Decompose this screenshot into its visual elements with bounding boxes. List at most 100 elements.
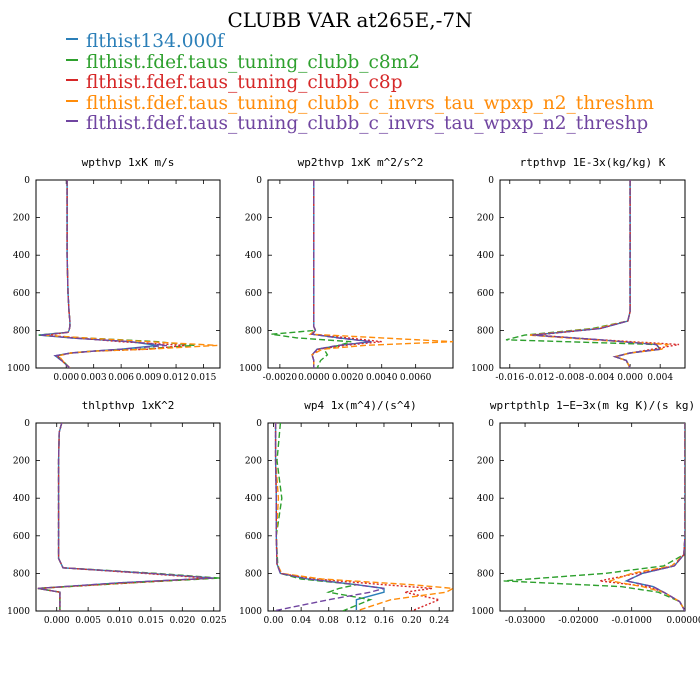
y-tick-label: 400 xyxy=(13,494,30,504)
y-tick-label: 400 xyxy=(245,251,262,261)
y-tick-label: 1000 xyxy=(471,364,494,374)
y-tick-label: 800 xyxy=(477,569,494,579)
y-tick-label: 400 xyxy=(245,494,262,504)
y-tick-label: 0 xyxy=(256,419,262,429)
legend-label: flthist.fdef.taus_tuning_clubb_c_invrs_t… xyxy=(86,92,654,114)
x-tick-label: 0.0020 xyxy=(332,373,364,383)
x-tick-label: -0.0020 xyxy=(263,373,298,383)
x-tick-label: 0.005 xyxy=(75,616,101,626)
y-tick-label: 0 xyxy=(24,176,30,186)
y-tick-label: 200 xyxy=(245,457,262,467)
legend: flthist134.000f flthist.fdef.taus_tuning… xyxy=(66,31,654,135)
y-tick-label: 400 xyxy=(477,494,494,504)
x-tick-label: -0.012 xyxy=(525,373,554,383)
x-tick-label: 0.00 xyxy=(263,616,283,626)
y-tick-label: 200 xyxy=(13,457,30,467)
panel-title: wp4 1x(m^4)/(s^4) xyxy=(304,399,417,412)
plot-frame xyxy=(35,179,221,369)
y-tick-label: 800 xyxy=(13,569,30,579)
x-tick-label: 0.006 xyxy=(108,373,134,383)
legend-item: flthist134.000f xyxy=(66,31,654,53)
series-line xyxy=(47,180,186,368)
legend-label: flthist.fdef.taus_tuning_clubb_c8p xyxy=(86,72,403,93)
y-tick-label: 600 xyxy=(13,289,30,299)
series-line xyxy=(532,180,662,368)
x-tick-label: 0.000 xyxy=(617,373,643,383)
y-tick-label: 600 xyxy=(245,289,262,299)
y-tick-label: 400 xyxy=(477,251,494,261)
series-line xyxy=(37,423,214,611)
legend-swatch xyxy=(66,38,78,40)
series-line xyxy=(503,423,685,611)
y-tick-label: 1000 xyxy=(471,607,494,617)
legend-swatch xyxy=(66,120,78,122)
x-tick-label: 0.000 xyxy=(44,616,70,626)
y-tick-label: 800 xyxy=(477,326,494,336)
x-tick-label: 0.24 xyxy=(429,616,449,626)
series-line xyxy=(536,180,680,368)
x-tick-label: -0.004 xyxy=(586,373,615,383)
y-tick-label: 1000 xyxy=(7,607,30,617)
y-tick-label: 200 xyxy=(477,214,494,224)
series-line xyxy=(273,423,385,611)
y-tick-label: 800 xyxy=(13,326,30,336)
x-tick-label: 0.0000 xyxy=(298,373,330,383)
y-tick-label: 0 xyxy=(488,419,494,429)
series-line xyxy=(624,423,685,611)
panel-title: rtpthvp 1E-3x(kg/kg) K xyxy=(520,156,666,169)
y-tick-label: 200 xyxy=(477,457,494,467)
x-tick-label: 0.020 xyxy=(169,616,195,626)
x-tick-label: -0.008 xyxy=(556,373,585,383)
y-tick-label: 1000 xyxy=(7,364,30,374)
y-tick-label: 1000 xyxy=(239,607,262,617)
series-line xyxy=(528,180,670,368)
legend-label: flthist134.000f xyxy=(86,31,224,52)
y-tick-label: 600 xyxy=(477,289,494,299)
x-tick-label: 0.20 xyxy=(402,616,422,626)
panel-title: thlpthvp 1xK^2 xyxy=(82,399,175,412)
legend-label: flthist.fdef.taus_tuning_clubb_c_invrs_t… xyxy=(86,113,649,134)
x-tick-label: 0.004 xyxy=(647,373,673,383)
x-tick-label: 0.025 xyxy=(201,616,227,626)
series-line xyxy=(38,180,195,368)
y-tick-label: 0 xyxy=(256,176,262,186)
panel-title: wprtpthlp 1−E−3x(m kg K)/(s kg) xyxy=(490,399,695,412)
y-tick-label: 200 xyxy=(245,214,262,224)
x-tick-label: -0.016 xyxy=(495,373,524,383)
y-tick-label: 600 xyxy=(245,532,262,542)
x-tick-label: 0.08 xyxy=(319,616,339,626)
series-line xyxy=(505,180,662,368)
y-tick-label: 1000 xyxy=(239,364,262,374)
y-tick-label: 0 xyxy=(24,419,30,429)
plot-frame xyxy=(499,179,686,369)
x-tick-label: 0.00000 xyxy=(666,616,700,626)
x-tick-label: 0.009 xyxy=(136,373,162,383)
legend-item: flthist.fdef.taus_tuning_clubb_c_invrs_t… xyxy=(66,92,654,115)
series-line xyxy=(310,180,372,368)
plot-frame xyxy=(499,422,686,612)
series-line xyxy=(40,180,167,368)
y-tick-label: 800 xyxy=(245,326,262,336)
panel-title: wp2thvp 1xK m^2/s^2 xyxy=(298,156,424,169)
plot-frame xyxy=(35,422,221,612)
page-title: CLUBB VAR at265E,-7N xyxy=(227,8,473,32)
series-line xyxy=(271,180,352,368)
legend-item: flthist.fdef.taus_tuning_clubb_c8m2 xyxy=(66,52,654,74)
y-tick-label: 200 xyxy=(13,214,30,224)
y-tick-label: 400 xyxy=(13,251,30,261)
x-tick-label: 0.000 xyxy=(53,373,79,383)
legend-swatch xyxy=(66,79,78,81)
legend-item: flthist.fdef.taus_tuning_clubb_c8p xyxy=(66,72,654,94)
x-tick-label: 0.012 xyxy=(163,373,189,383)
legend-swatch xyxy=(66,99,78,102)
plot-frame xyxy=(267,179,454,369)
x-tick-label: 0.015 xyxy=(138,616,164,626)
legend-item: flthist.fdef.taus_tuning_clubb_c_invrs_t… xyxy=(66,113,654,135)
x-tick-label: 0.003 xyxy=(81,373,107,383)
plot-frame xyxy=(267,422,454,612)
legend-swatch xyxy=(66,58,78,61)
y-tick-label: 600 xyxy=(477,532,494,542)
x-tick-label: 0.16 xyxy=(374,616,394,626)
panel-title: wpthvp 1xK m/s xyxy=(82,156,175,169)
